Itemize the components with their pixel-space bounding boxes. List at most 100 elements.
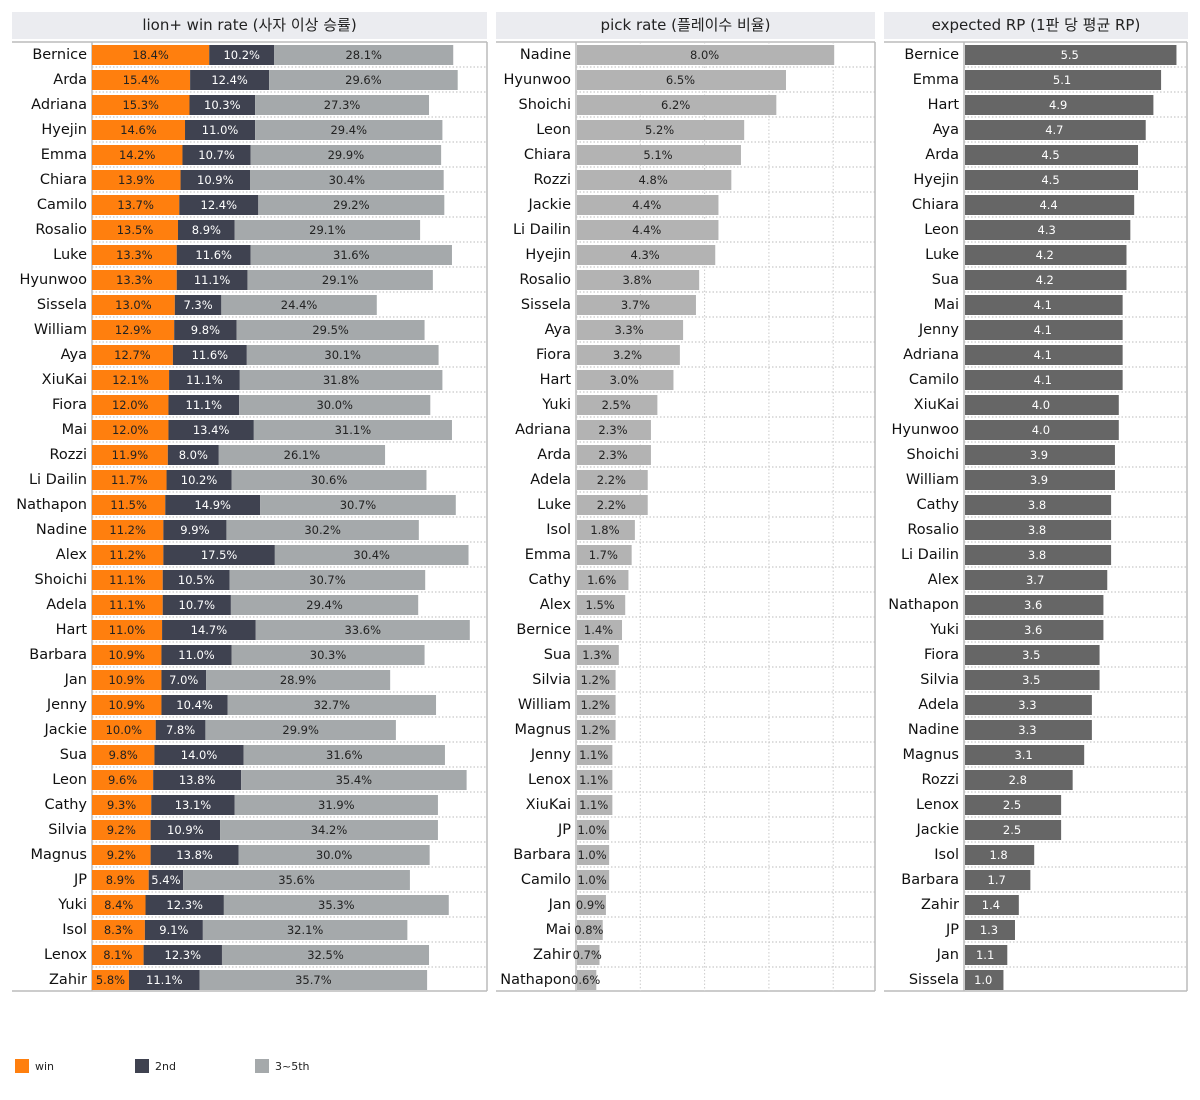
category-label: Li Dailin bbox=[901, 547, 959, 563]
bar-3-5th bbox=[247, 270, 433, 290]
data-label-win: 11.2% bbox=[109, 523, 146, 537]
data-label-win: 11.9% bbox=[112, 448, 149, 462]
bar bbox=[965, 295, 1123, 315]
bar bbox=[577, 320, 684, 340]
bar bbox=[577, 770, 613, 790]
category-label: Isol bbox=[546, 522, 571, 538]
data-label-3-5th: 26.1% bbox=[284, 448, 321, 462]
data-label-win: 9.8% bbox=[109, 748, 138, 762]
data-label-3-5th: 30.3% bbox=[310, 648, 347, 662]
bar bbox=[577, 420, 651, 440]
data-label: 2.5 bbox=[1003, 798, 1021, 812]
data-label: 1.5% bbox=[586, 598, 615, 612]
bar bbox=[965, 45, 1177, 65]
bar bbox=[577, 95, 777, 115]
bar-3-5th bbox=[258, 195, 445, 215]
bar-win bbox=[92, 720, 156, 740]
data-label-win: 11.5% bbox=[110, 498, 147, 512]
bar bbox=[577, 620, 623, 640]
data-label-3-5th: 31.1% bbox=[335, 423, 372, 437]
category-label: Zahir bbox=[533, 947, 571, 963]
category-label: Hyejin bbox=[41, 122, 87, 138]
bar-win bbox=[92, 320, 175, 340]
bar bbox=[965, 495, 1112, 515]
bar bbox=[577, 145, 741, 165]
bar bbox=[577, 795, 613, 815]
bar-win bbox=[92, 770, 154, 790]
data-label-3-5th: 32.1% bbox=[287, 923, 324, 937]
bar bbox=[577, 720, 616, 740]
data-label-win: 8.1% bbox=[103, 948, 132, 962]
category-label: Lenox bbox=[528, 772, 571, 788]
bar bbox=[965, 95, 1154, 115]
bar bbox=[965, 820, 1062, 840]
bar-3-5th bbox=[229, 570, 426, 590]
bar-2nd bbox=[154, 745, 244, 765]
data-label-2nd: 11.1% bbox=[186, 373, 223, 387]
data-label-3-5th: 35.3% bbox=[318, 898, 355, 912]
data-label-3-5th: 32.5% bbox=[307, 948, 344, 962]
category-label: Hyunwoo bbox=[20, 272, 88, 288]
data-label: 0.6% bbox=[571, 973, 600, 987]
category-label: Sissela bbox=[909, 972, 959, 988]
category-label: Nathapon bbox=[888, 597, 959, 613]
bar-2nd bbox=[176, 245, 251, 265]
bar-3-5th bbox=[231, 470, 427, 490]
data-label: 1.7 bbox=[988, 873, 1006, 887]
bar-2nd bbox=[150, 820, 221, 840]
data-label-2nd: 12.4% bbox=[211, 73, 248, 87]
bar bbox=[965, 145, 1139, 165]
data-label-2nd: 11.1% bbox=[194, 273, 231, 287]
bar bbox=[577, 170, 732, 190]
category-label: Sua bbox=[932, 272, 959, 288]
bar bbox=[965, 320, 1123, 340]
category-label: XiuKai bbox=[526, 797, 571, 813]
category-label: Jan bbox=[64, 672, 87, 688]
category-label: Rosalio bbox=[35, 222, 87, 238]
bar-3-5th bbox=[221, 295, 377, 315]
data-label: 1.1 bbox=[976, 948, 994, 962]
data-label-win: 11.0% bbox=[109, 623, 146, 637]
category-label: Luke bbox=[925, 247, 959, 263]
data-label-2nd: 14.7% bbox=[191, 623, 228, 637]
category-label: Jenny bbox=[918, 322, 960, 338]
category-label: Nathapon bbox=[500, 972, 571, 988]
data-label-win: 13.3% bbox=[116, 248, 153, 262]
data-label-win: 9.2% bbox=[107, 848, 136, 862]
data-label-3-5th: 27.3% bbox=[324, 98, 361, 112]
category-label: Bernice bbox=[904, 47, 959, 63]
legend-swatch-3-5th bbox=[255, 1059, 269, 1073]
data-label-win: 9.3% bbox=[107, 798, 136, 812]
data-label-3-5th: 29.5% bbox=[312, 323, 349, 337]
legend-swatch-2nd bbox=[135, 1059, 149, 1073]
bar-win bbox=[92, 920, 145, 940]
data-label-3-5th: 35.4% bbox=[336, 773, 373, 787]
bar bbox=[577, 845, 610, 865]
bar-win bbox=[92, 370, 170, 390]
bar-3-5th bbox=[253, 420, 452, 440]
data-label-2nd: 10.2% bbox=[223, 48, 260, 62]
bar bbox=[577, 645, 619, 665]
panel-title-expected-rp: expected RP (1판 당 평균 RP) bbox=[884, 12, 1188, 39]
bar-2nd bbox=[145, 895, 224, 915]
category-label: Nadine bbox=[908, 722, 959, 738]
bar bbox=[965, 595, 1104, 615]
category-label: JP bbox=[945, 922, 959, 938]
bar bbox=[577, 370, 674, 390]
data-label-win: 12.0% bbox=[112, 423, 149, 437]
bar bbox=[577, 670, 616, 690]
bar-win bbox=[92, 695, 162, 715]
bar-2nd bbox=[162, 595, 231, 615]
category-label: Alex bbox=[928, 572, 960, 588]
data-label: 3.7% bbox=[621, 298, 650, 312]
data-label-win: 14.2% bbox=[119, 148, 156, 162]
data-label-3-5th: 28.9% bbox=[280, 673, 317, 687]
bar bbox=[577, 445, 651, 465]
bar bbox=[577, 345, 680, 365]
data-label-3-5th: 35.7% bbox=[295, 973, 332, 987]
bar bbox=[577, 895, 606, 915]
bar-3-5th bbox=[234, 220, 421, 240]
bar-win bbox=[92, 270, 177, 290]
category-label: Cathy bbox=[45, 797, 88, 813]
data-label-win: 10.0% bbox=[106, 723, 143, 737]
